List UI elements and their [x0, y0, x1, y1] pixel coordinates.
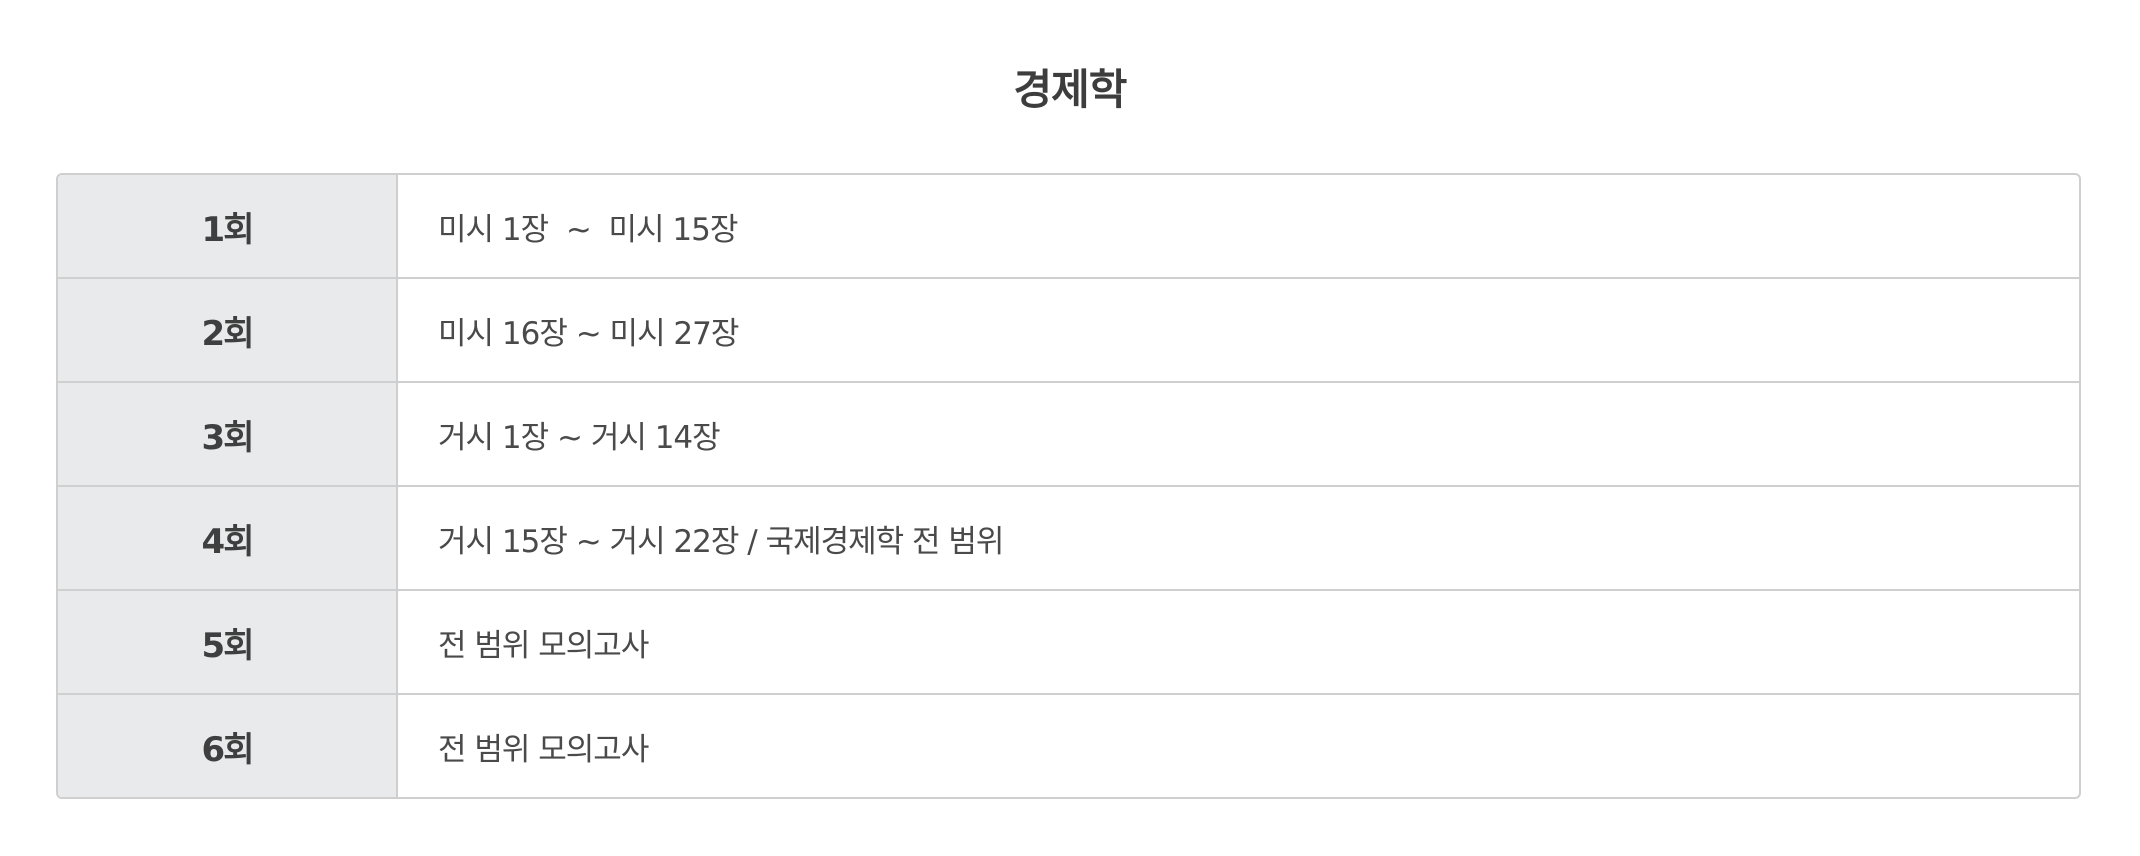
- session-range: 미시 1장 ~ 미시 15장: [438, 211, 738, 248]
- session-label: 3회: [58, 383, 398, 485]
- table-row: 1회 미시 1장 ~ 미시 15장: [58, 175, 2079, 277]
- table-row: 4회 거시 15장 ~ 거시 22장 / 국제경제학 전 범위: [58, 485, 2079, 589]
- session-label: 5회: [58, 591, 398, 693]
- session-range: 전 범위 모의고사: [438, 627, 649, 664]
- session-label: 6회: [58, 695, 398, 797]
- session-range: 거시 15장 ~ 거시 22장 / 국제경제학 전 범위: [438, 523, 1004, 560]
- table-row: 2회 미시 16장 ~ 미시 27장: [58, 277, 2079, 381]
- session-range: 거시 1장 ~ 거시 14장: [438, 419, 721, 456]
- page-title: 경제학: [1013, 65, 1128, 114]
- session-range: 미시 16장 ~ 미시 27장: [438, 315, 739, 352]
- session-label: 1회: [58, 175, 398, 277]
- table-row: 5회 전 범위 모의고사: [58, 589, 2079, 693]
- session-label: 2회: [58, 279, 398, 381]
- table-row: 6회 전 범위 모의고사: [58, 693, 2079, 797]
- session-range: 전 범위 모의고사: [438, 731, 649, 768]
- schedule-table: 1회 미시 1장 ~ 미시 15장 2회 미시 16장 ~ 미시 27장 3회 …: [56, 173, 2081, 799]
- session-label: 4회: [58, 487, 398, 589]
- table-row: 3회 거시 1장 ~ 거시 14장: [58, 381, 2079, 485]
